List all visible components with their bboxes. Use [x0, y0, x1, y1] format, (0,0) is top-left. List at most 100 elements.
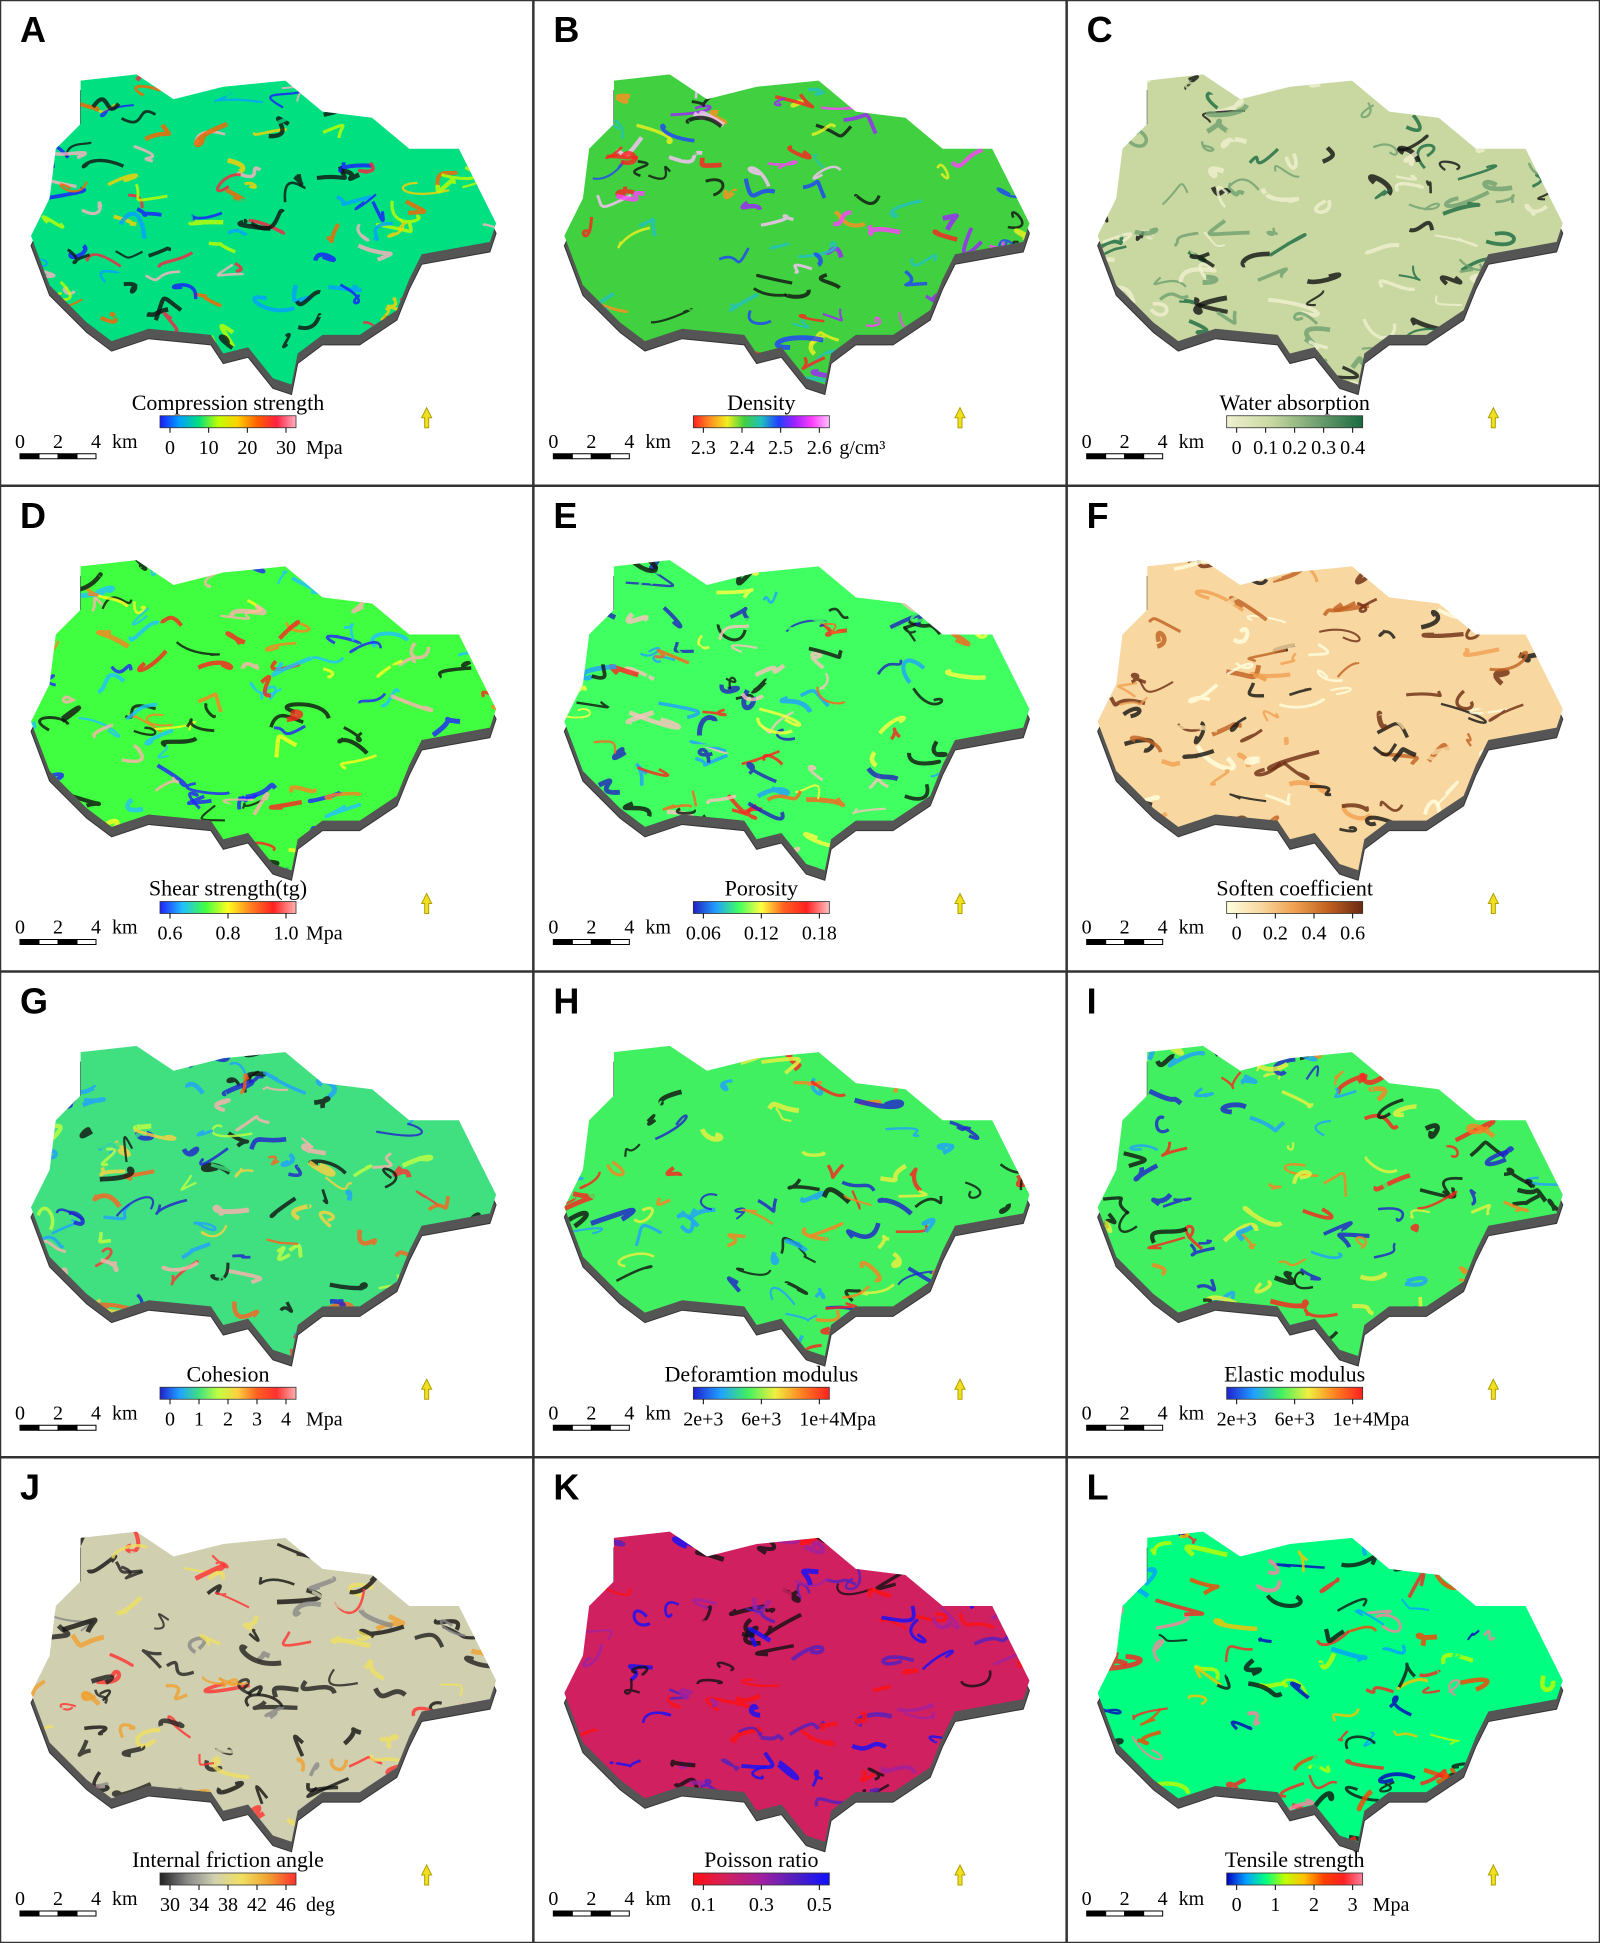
texture-stroke	[1253, 372, 1268, 385]
map	[30, 1531, 497, 1853]
texture-stroke	[977, 352, 1005, 368]
scale-label: 4	[1158, 431, 1168, 453]
texture-stroke	[96, 1805, 118, 1819]
texture-stroke	[1107, 1580, 1123, 1592]
texture-stroke	[465, 142, 479, 160]
texture-stroke	[1549, 1708, 1563, 1719]
scale-segment	[38, 939, 59, 945]
texture-stroke	[61, 1617, 98, 1634]
texture-stroke	[1391, 1235, 1406, 1261]
texture-stroke	[1252, 1599, 1275, 1613]
colorbar-title: Soften coefficient	[1216, 876, 1373, 901]
texture-stroke	[681, 1812, 714, 1829]
texture-stroke	[676, 546, 703, 556]
texture-stroke	[324, 802, 362, 819]
texture-stroke	[1216, 310, 1237, 325]
texture-stroke	[1097, 1614, 1121, 1629]
texture-stroke	[955, 293, 971, 302]
texture-stroke	[1189, 1690, 1224, 1709]
texture-stroke	[98, 1231, 112, 1244]
texture-stroke	[794, 1577, 830, 1587]
texture-stroke	[135, 1727, 161, 1748]
texture-stroke	[1290, 1289, 1317, 1299]
texture-stroke	[914, 1195, 943, 1209]
texture-stroke	[279, 1301, 293, 1313]
north-arrow	[420, 1378, 433, 1400]
texture-stroke	[910, 590, 944, 608]
texture-stroke	[726, 1233, 746, 1248]
texture-stroke	[1364, 242, 1400, 255]
texture-stroke	[1240, 1074, 1258, 1085]
texture-stroke	[878, 715, 906, 735]
texture-stroke	[1156, 245, 1183, 271]
texture-stroke	[682, 743, 729, 748]
texture-stroke	[283, 74, 319, 81]
texture-stroke	[1170, 1531, 1190, 1539]
texture-stroke	[1194, 1087, 1214, 1098]
texture-stroke	[264, 1704, 285, 1720]
texture-stroke	[1346, 1625, 1378, 1634]
colorbar-tick-label: 1e+4	[1333, 1408, 1373, 1430]
colorbar-tick-label: 0.1	[1253, 437, 1278, 459]
texture-stroke	[133, 144, 155, 163]
texture-stroke	[876, 659, 903, 676]
texture-stroke	[1435, 766, 1455, 778]
texture-stroke	[386, 296, 400, 312]
texture-stroke	[1336, 1597, 1368, 1612]
texture-stroke	[1013, 177, 1030, 189]
texture-stroke	[125, 702, 158, 721]
texture-stroke	[1515, 1085, 1548, 1096]
texture-stroke	[1424, 1123, 1440, 1139]
texture-stroke	[422, 572, 455, 581]
texture-stroke	[624, 1143, 641, 1157]
texture-stroke	[195, 342, 211, 357]
texture-stroke	[910, 845, 928, 863]
texture-stroke	[96, 629, 130, 649]
texture-stroke	[934, 1531, 955, 1551]
texture-stroke	[936, 163, 950, 180]
texture-stroke	[232, 757, 261, 775]
texture-stroke	[1112, 1629, 1138, 1642]
texture-stroke	[999, 1045, 1024, 1050]
texture-stroke	[770, 1251, 780, 1266]
texture-stroke	[964, 1757, 994, 1766]
texture-stroke	[150, 665, 170, 679]
texture-stroke	[1490, 1327, 1522, 1344]
texture-stroke	[930, 817, 942, 830]
texture-stroke	[1024, 1747, 1030, 1762]
texture-stroke	[985, 1045, 1017, 1064]
texture-stroke	[286, 863, 326, 871]
texture-stroke	[1109, 696, 1146, 707]
texture-stroke	[1470, 1204, 1492, 1216]
texture-stroke	[1420, 836, 1437, 849]
texture-stroke	[1523, 616, 1539, 632]
texture-stroke	[564, 1064, 573, 1090]
texture-stroke	[1458, 593, 1481, 611]
texture-stroke	[1513, 1772, 1551, 1788]
colorbar-tick-label: 0	[165, 1408, 175, 1430]
scale-segment	[57, 453, 78, 460]
texture-stroke	[798, 241, 838, 259]
texture-stroke	[113, 214, 137, 226]
texture-stroke	[97, 672, 126, 694]
texture-stroke	[1018, 122, 1030, 134]
texture-stroke	[1247, 648, 1287, 663]
texture-stroke	[494, 1683, 497, 1694]
texture-stroke	[1201, 1313, 1244, 1329]
texture-stroke	[730, 644, 758, 653]
texture-stroke	[61, 695, 76, 704]
texture-stroke	[451, 1724, 471, 1738]
texture-stroke	[944, 1631, 981, 1645]
texture-stroke	[1495, 194, 1515, 204]
texture-stroke	[1418, 748, 1450, 762]
texture-stroke	[1435, 1322, 1451, 1341]
texture-stroke	[106, 1229, 120, 1244]
texture-stroke	[678, 1688, 694, 1700]
texture-stroke	[1320, 588, 1331, 603]
texture-stroke	[1228, 1531, 1239, 1536]
texture-stroke	[851, 1190, 861, 1210]
texture-stroke	[760, 1734, 785, 1742]
texture-stroke	[185, 781, 230, 795]
texture-stroke	[1151, 1638, 1165, 1663]
texture-stroke	[366, 853, 398, 869]
